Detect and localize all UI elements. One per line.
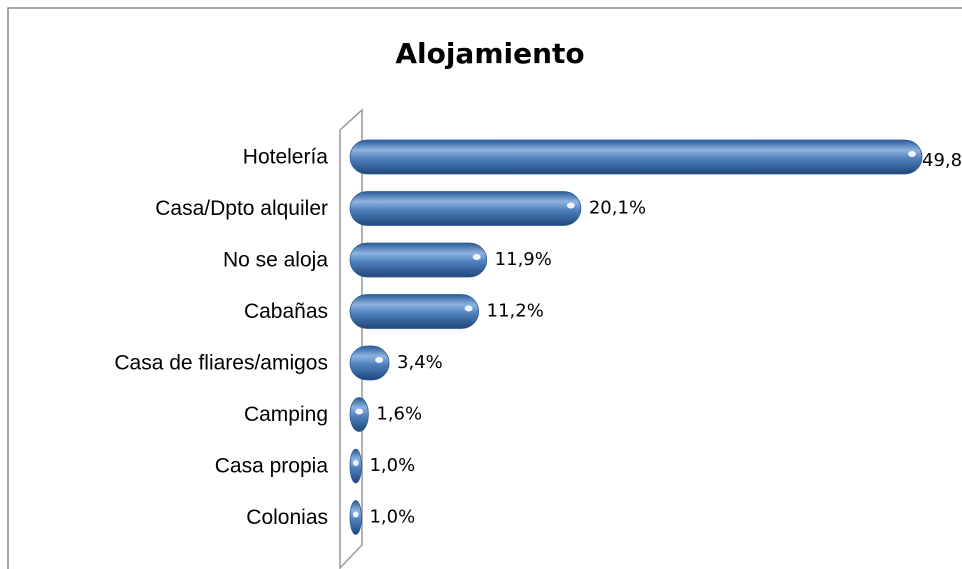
x-tick-label: Camping xyxy=(244,403,328,426)
bar xyxy=(349,191,582,226)
bar xyxy=(349,139,923,175)
bar xyxy=(349,242,488,278)
bar-highlight xyxy=(464,305,473,312)
x-tick-label: Hotelería xyxy=(243,146,329,169)
data-label: 49,8% xyxy=(922,150,962,171)
bar xyxy=(349,294,480,329)
data-label: 1,6% xyxy=(376,404,422,425)
data-label: 11,9% xyxy=(495,249,552,270)
data-label: 11,2% xyxy=(487,301,544,322)
bar-highlight xyxy=(566,202,575,209)
x-tick-label: Colonias xyxy=(246,506,328,529)
axis-wall xyxy=(339,108,363,569)
x-tick-label: Cabañas xyxy=(244,300,328,323)
bar-highlight xyxy=(355,408,364,415)
bar-highlight xyxy=(908,151,916,157)
chart-title: Alojamiento xyxy=(395,37,584,70)
data-label: 1,0% xyxy=(369,507,415,528)
bar-highlight xyxy=(352,460,359,466)
bar xyxy=(349,345,390,381)
x-tick-label: Casa de fliares/amigos xyxy=(114,352,328,375)
bar-highlight xyxy=(472,254,481,260)
bar-highlight xyxy=(375,357,384,363)
bar-highlight xyxy=(352,511,359,518)
chart-frame xyxy=(7,7,962,569)
data-label: 3,4% xyxy=(397,352,443,373)
x-tick-label: No se aloja xyxy=(223,249,328,272)
x-tick-label: Casa propia xyxy=(215,455,329,478)
data-label: 20,1% xyxy=(589,198,646,219)
x-tick-label: Casa/Dpto alquiler xyxy=(155,197,328,220)
data-label: 1,0% xyxy=(369,455,415,476)
